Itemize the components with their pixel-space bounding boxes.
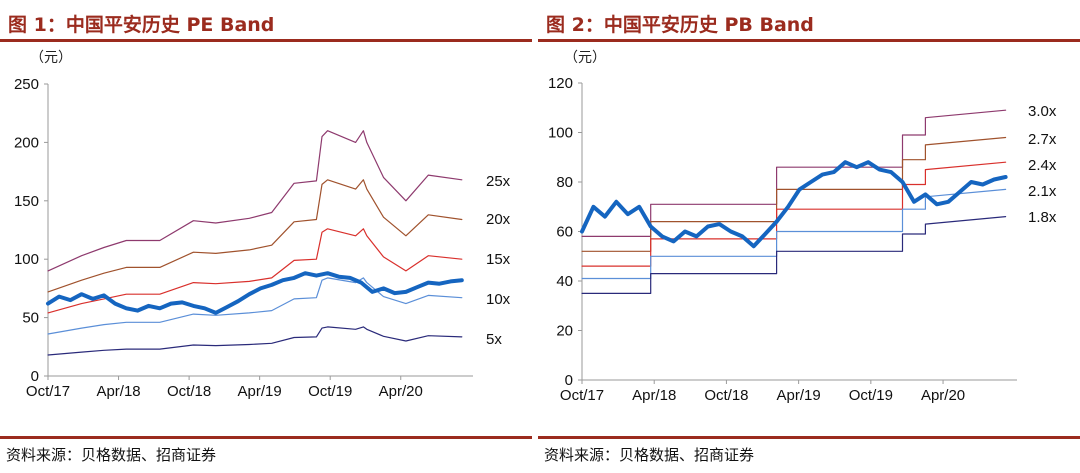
band-label: 2.4x bbox=[1028, 157, 1057, 174]
y-tick-label: 60 bbox=[556, 224, 573, 241]
x-tick-label: Oct/19 bbox=[849, 387, 893, 404]
band-label: 2.7x bbox=[1028, 131, 1057, 148]
pb-band-chart: 0 20 40 60 80 100 120 Oct/17 Apr/18 Oct/18 Apr/19 O… bbox=[548, 75, 1057, 404]
band-label: 15x bbox=[486, 251, 511, 268]
band-label: 3.0x bbox=[1028, 103, 1057, 120]
title-rule bbox=[538, 39, 1080, 42]
x-tick-label: Apr/19 bbox=[777, 387, 821, 404]
x-tick-label: Apr/20 bbox=[379, 383, 423, 400]
chart-title: 图 2：中国平安历史 PB Band bbox=[546, 14, 814, 36]
x-tick-label: Apr/18 bbox=[632, 387, 676, 404]
band-label: 1.8x bbox=[1028, 209, 1057, 226]
source-rule bbox=[0, 436, 532, 439]
price-series-line bbox=[580, 160, 1008, 249]
band-line-2-1x bbox=[581, 188, 1007, 280]
x-tick-label: Oct/18 bbox=[704, 387, 748, 404]
y-tick-label: 100 bbox=[548, 125, 573, 142]
x-tick-label: Oct/18 bbox=[167, 383, 211, 400]
y-tick-label: 0 bbox=[31, 368, 39, 385]
band-line-2-4x bbox=[581, 161, 1007, 267]
source-rule bbox=[538, 436, 1080, 439]
unit-label: （元） bbox=[564, 50, 606, 66]
pe-band-panel: 图 1：中国平安历史 PE Band （元） 0 50 100 150 200 250 Oc… bbox=[0, 0, 532, 473]
title-rule bbox=[0, 39, 532, 42]
y-tick-label: 100 bbox=[14, 251, 39, 268]
x-tick-label: Apr/19 bbox=[238, 383, 282, 400]
x-tick-label: Oct/17 bbox=[26, 383, 70, 400]
band-line-25x bbox=[47, 130, 463, 272]
unit-label: （元） bbox=[30, 50, 72, 66]
x-tick-label: Apr/18 bbox=[96, 383, 140, 400]
band-line-20x bbox=[47, 179, 463, 293]
band-label: 25x bbox=[486, 173, 511, 190]
price-series-line bbox=[46, 271, 464, 315]
band-label: 10x bbox=[486, 291, 511, 308]
pb-band-panel: 图 2：中国平安历史 PB Band （元） 0 20 40 60 80 100 120 Oc… bbox=[538, 0, 1080, 473]
x-tick-label: Apr/20 bbox=[921, 387, 965, 404]
y-tick-label: 80 bbox=[556, 174, 573, 191]
y-tick-label: 50 bbox=[22, 310, 39, 327]
band-label: 5x bbox=[486, 331, 502, 348]
y-tick-label: 40 bbox=[556, 273, 573, 290]
y-tick-label: 120 bbox=[548, 75, 573, 92]
band-line-1-8x bbox=[581, 216, 1007, 294]
y-tick-label: 20 bbox=[556, 323, 573, 340]
band-label: 2.1x bbox=[1028, 183, 1057, 200]
chart-title: 图 1：中国平安历史 PE Band bbox=[8, 14, 275, 36]
band-line-15x bbox=[47, 228, 463, 314]
x-tick-label: Oct/19 bbox=[308, 383, 352, 400]
source-note: 资料来源：贝格数据、招商证券 bbox=[544, 446, 755, 464]
x-tick-label: Oct/17 bbox=[560, 387, 604, 404]
source-note: 资料来源：贝格数据、招商证券 bbox=[6, 446, 217, 464]
band-label: 20x bbox=[486, 211, 511, 228]
pe-band-chart: 0 50 100 150 200 250 Oct/17 Apr/18 Oct/18 Apr/19 O… bbox=[14, 76, 511, 400]
y-tick-label: 200 bbox=[14, 134, 39, 151]
y-tick-label: 150 bbox=[14, 193, 39, 210]
band-line-2-7x bbox=[581, 136, 1007, 252]
band-line-5x bbox=[47, 326, 463, 356]
y-tick-label: 0 bbox=[565, 372, 573, 389]
band-line-10x bbox=[47, 277, 463, 335]
y-tick-label: 250 bbox=[14, 76, 39, 93]
